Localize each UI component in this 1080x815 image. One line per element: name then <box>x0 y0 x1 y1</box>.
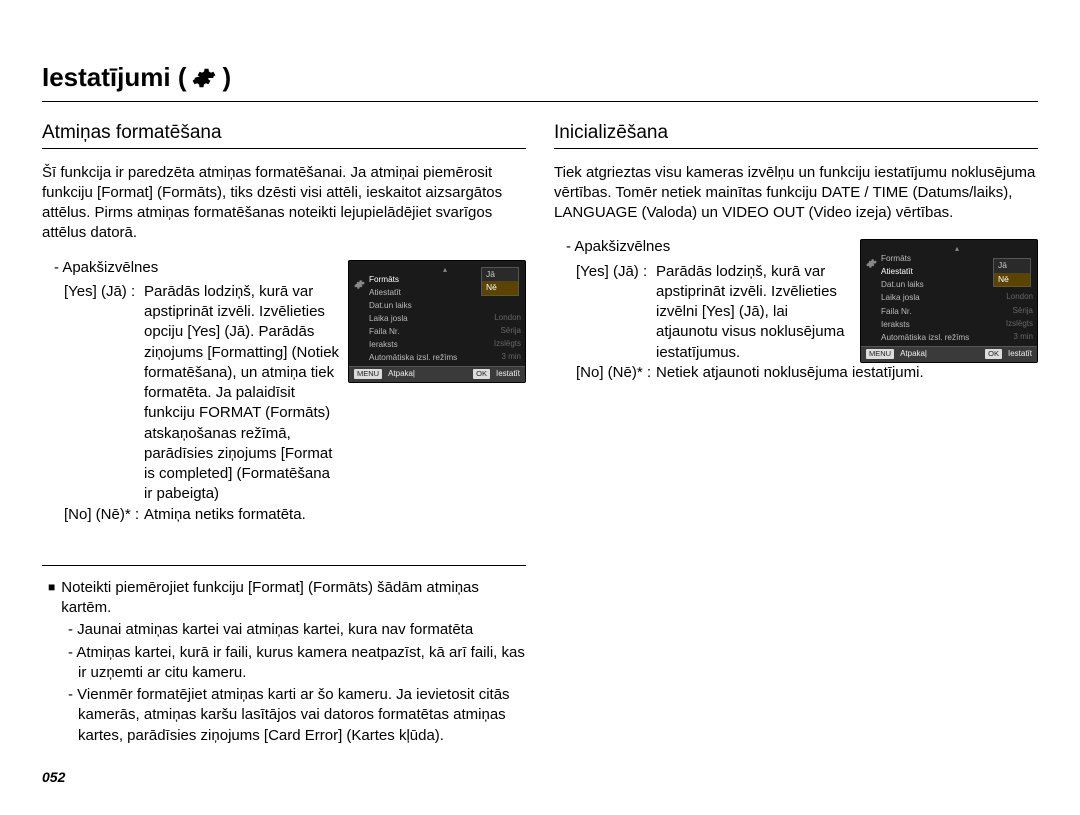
right-no-desc: Netiek atjaunoti noklusējuma iestatījumi… <box>656 363 1038 383</box>
left-no-row: [No] (Nē)* : Atmiņa netiks formatēta. <box>64 505 526 525</box>
right-no-row: [No] (Nē)* : Netiek atjaunoti noklusējum… <box>576 363 1038 383</box>
left-column: Atmiņas formatēšana Šī funkcija ir pared… <box>42 120 526 746</box>
ok-btn-label: OK <box>473 369 490 379</box>
popup-no: Nē <box>482 281 518 294</box>
page-number: 052 <box>42 768 65 787</box>
square-bullet-icon: ■ <box>48 578 55 619</box>
mockup-menu-item: Laika joslaLondon <box>881 291 1033 304</box>
note-bullet-2: - Atmiņas kartei, kurā ir faili, kurus k… <box>68 643 526 684</box>
left-no-desc: Atmiņa netiks formatēta. <box>144 505 526 525</box>
right-intro: Tiek atgrieztas visu kameras izvēlņu un … <box>554 163 1038 224</box>
title-divider <box>42 101 1038 102</box>
mockup-footer: MENU Atpakaļ OK Iestatīt <box>861 346 1037 362</box>
note-block: ■ Noteikti piemērojiet funkciju [Format]… <box>42 565 526 746</box>
popup-yes: Jā <box>994 259 1030 272</box>
gear-icon <box>866 258 877 272</box>
mockup-menu-item: IerakstsIzslēgts <box>369 338 521 351</box>
ok-btn-label: OK <box>985 349 1002 359</box>
right-yes-key: [Yes] (Jā) : <box>576 262 656 363</box>
note-bullet-1: - Jaunai atmiņas kartei vai atmiņas kart… <box>68 620 526 640</box>
footer-back: Atpakaļ <box>388 369 415 380</box>
right-heading: Inicializēšana <box>554 120 1038 149</box>
mockup-menu-item: IerakstsIzslēgts <box>881 318 1033 331</box>
mockup-popup: Jā Nē <box>481 267 519 296</box>
gear-icon <box>192 66 216 90</box>
page-title-close: ) <box>222 60 231 95</box>
content-columns: Atmiņas formatēšana Šī funkcija ir pared… <box>42 120 1038 746</box>
mockup-menu-item: Automātiska izsl. režīms3 min <box>881 331 1033 344</box>
footer-set: Iestatīt <box>1008 349 1032 360</box>
footer-set: Iestatīt <box>496 369 520 380</box>
menu-btn-label: MENU <box>866 349 894 359</box>
left-yes-key: [Yes] (Jā) : <box>64 282 144 505</box>
left-no-key: [No] (Nē)* : <box>64 505 144 525</box>
popup-yes: Jā <box>482 268 518 281</box>
page-title-text: Iestatījumi ( <box>42 60 186 95</box>
camera-menu-mockup-left: ▴ FormātsAtiestatītDat.un laiksLaika jos… <box>348 260 526 383</box>
menu-btn-label: MENU <box>354 369 382 379</box>
mockup-footer: MENU Atpakaļ OK Iestatīt <box>349 366 525 382</box>
right-no-key: [No] (Nē)* : <box>576 363 656 383</box>
left-intro: Šī funkcija ir paredzēta atmiņas formatē… <box>42 163 526 244</box>
mockup-popup: Jā Nē <box>993 258 1031 287</box>
mockup-menu-item: Laika joslaLondon <box>369 312 521 325</box>
gear-icon <box>354 279 365 293</box>
footer-back: Atpakaļ <box>900 349 927 360</box>
caret-up-icon: ▴ <box>881 245 1033 252</box>
mockup-menu-item: Faila Nr.Sērija <box>369 325 521 338</box>
page-title: Iestatījumi ( ) <box>42 60 1038 95</box>
left-heading: Atmiņas formatēšana <box>42 120 526 149</box>
mockup-menu-item: Dat.un laiks <box>369 299 521 312</box>
camera-menu-mockup-right: ▴ FormātsAtiestatītDat.un laiksLaika jos… <box>860 239 1038 362</box>
note-lead: Noteikti piemērojiet funkciju [Format] (… <box>61 578 526 619</box>
popup-no: Nē <box>994 273 1030 286</box>
right-column: Inicializēšana Tiek atgrieztas visu kame… <box>554 120 1038 746</box>
mockup-menu-item: Automātiska izsl. režīms3 min <box>369 351 521 364</box>
mockup-menu-item: Faila Nr.Sērija <box>881 305 1033 318</box>
note-bullet-3: - Vienmēr formatējiet atmiņas karti ar š… <box>68 685 526 746</box>
